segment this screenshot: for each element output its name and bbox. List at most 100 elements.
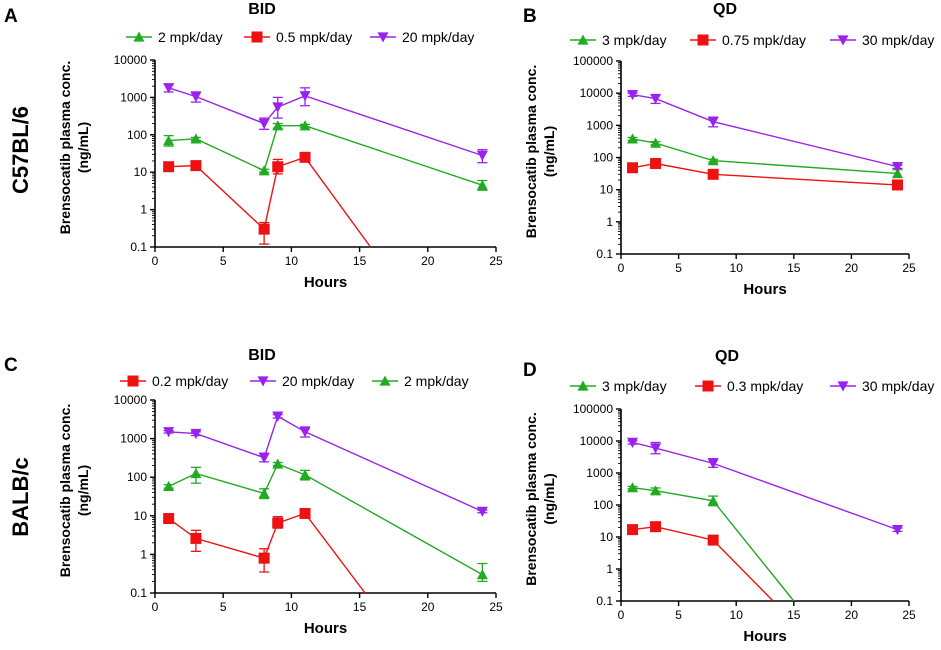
series-a-2: [163, 83, 488, 164]
data-point: [190, 428, 202, 440]
x-tick-label-c: 15: [353, 600, 367, 614]
x-tick-label-c: 0: [152, 600, 159, 614]
x-tick-label-d: 25: [902, 608, 916, 622]
data-point: [627, 89, 639, 101]
y-tick-label-b: 10000: [580, 86, 614, 100]
x-tick-label-c: 10: [285, 600, 299, 614]
y-tick-label-a: 10: [134, 165, 148, 179]
series-d-1: [627, 521, 774, 602]
y-tick-label-d: 10: [600, 530, 614, 544]
data-point: [190, 160, 202, 172]
y-axis-unit-b: (ng/mL): [541, 126, 557, 177]
data-point: [272, 161, 284, 173]
y-axis-title-d: Brensocatib plasma conc.: [523, 412, 539, 586]
y-tick-label-d: 0.1: [596, 594, 613, 608]
data-point: [650, 137, 662, 148]
y-tick-label-c: 1: [140, 547, 147, 561]
legend-label-c-1: 20 mpk/day: [282, 373, 354, 389]
legend-label-c-2: 2 mpk/day: [404, 373, 469, 389]
series-line-b-1: [632, 162, 898, 186]
panel-letter-c: C: [4, 355, 18, 376]
panel-b: B QD 0.1 1 10 100 1000 10000 100000 0 5 10 15 20 25 Hou…: [523, 1, 934, 298]
data-point: [707, 495, 719, 506]
series-d-2: [627, 437, 903, 536]
y-axis-title-c: Brensocatib plasma conc.: [57, 404, 73, 578]
x-tick-label-d: 5: [675, 608, 682, 622]
data-point: [891, 524, 903, 536]
data-point: [190, 133, 202, 144]
legend-marker-d-1: [702, 380, 714, 392]
series-c-0: [163, 507, 366, 594]
data-point: [272, 411, 284, 422]
panel-title-a: BID: [248, 1, 276, 18]
data-point: [272, 120, 284, 131]
x-tick-label-b: 25: [902, 261, 916, 275]
panel-letter-b: B: [523, 6, 537, 27]
legend-label-b-0: 3 mpk/day: [602, 32, 667, 48]
x-tick-label-a: 5: [220, 254, 227, 268]
y-axis-unit-d: (ng/mL): [541, 473, 557, 524]
series-line-d-0: [632, 486, 795, 602]
data-point: [258, 487, 270, 499]
legend-marker-d-2: [837, 381, 849, 392]
data-point: [891, 179, 903, 191]
x-tick-label-a: 20: [421, 254, 435, 268]
y-axis-unit-a: (ng/mL): [75, 122, 91, 173]
panel-letter-a: A: [4, 6, 18, 27]
y-tick-label-d: 100: [593, 498, 613, 512]
y-tick-label-b: 100000: [573, 54, 613, 68]
x-tick-label-c: 25: [489, 600, 503, 614]
y-tick-label-b: 0.1: [596, 247, 613, 261]
data-point: [163, 135, 175, 146]
data-point: [627, 524, 639, 536]
panel-title-c: BID: [248, 347, 276, 364]
y-tick-label-d: 1: [606, 562, 613, 576]
legend-label-a-0: 2 mpk/day: [158, 29, 223, 45]
legend-marker-b-0: [577, 34, 589, 45]
series-line-b-2: [632, 93, 898, 168]
y-tick-label-d: 10000: [580, 434, 614, 448]
y-tick-label-d: 1000: [586, 466, 613, 480]
y-tick-label-b: 10: [600, 183, 614, 197]
y-axis-unit-c: (ng/mL): [75, 465, 91, 516]
x-tick-label-d: 20: [845, 608, 859, 622]
legend-label-a-2: 20 mpk/day: [402, 29, 474, 45]
x-tick-label-b: 5: [675, 261, 682, 275]
data-point: [707, 155, 719, 166]
row-label-bottom: BALB/c: [8, 457, 33, 536]
y-tick-label-c: 0.1: [130, 586, 147, 600]
x-tick-label-a: 15: [353, 254, 367, 268]
series-a-1: [163, 151, 372, 248]
data-point: [190, 532, 202, 544]
data-point: [650, 521, 662, 533]
data-point: [299, 91, 311, 102]
data-point: [627, 437, 639, 448]
y-tick-label-a: 10000: [114, 53, 148, 67]
data-point: [258, 453, 270, 464]
data-point: [707, 116, 719, 128]
series-line-b-0: [632, 138, 898, 175]
series-line-a-0: [168, 125, 483, 186]
panel-c: C BID 0.1 1 10 100 1000 10000 0 5 10 15 20 25 Hours Bre…: [4, 347, 503, 637]
legend-label-b-2: 30 mpk/day: [862, 32, 934, 48]
data-point: [627, 162, 639, 174]
data-point: [163, 513, 175, 525]
x-axis-title-c: Hours: [304, 620, 347, 637]
data-point: [272, 458, 284, 469]
x-axis-title-d: Hours: [743, 628, 786, 645]
series-line-c-2: [168, 463, 483, 576]
legend-marker-d-0: [577, 380, 589, 391]
series-b-2: [627, 89, 903, 173]
data-point: [190, 467, 202, 479]
data-point: [891, 167, 903, 179]
y-tick-label-a: 1: [140, 203, 147, 217]
y-tick-label-d: 100000: [573, 402, 613, 416]
data-point: [258, 165, 270, 176]
series-line-d-1: [632, 525, 774, 602]
panel-title-b: QD: [713, 1, 737, 18]
y-tick-label-a: 1000: [120, 90, 147, 104]
x-tick-label-b: 10: [730, 261, 744, 275]
data-point: [650, 158, 662, 170]
legend-label-c-0: 0.2 mpk/day: [152, 373, 228, 389]
legend-label-d-2: 30 mpk/day: [862, 378, 934, 394]
